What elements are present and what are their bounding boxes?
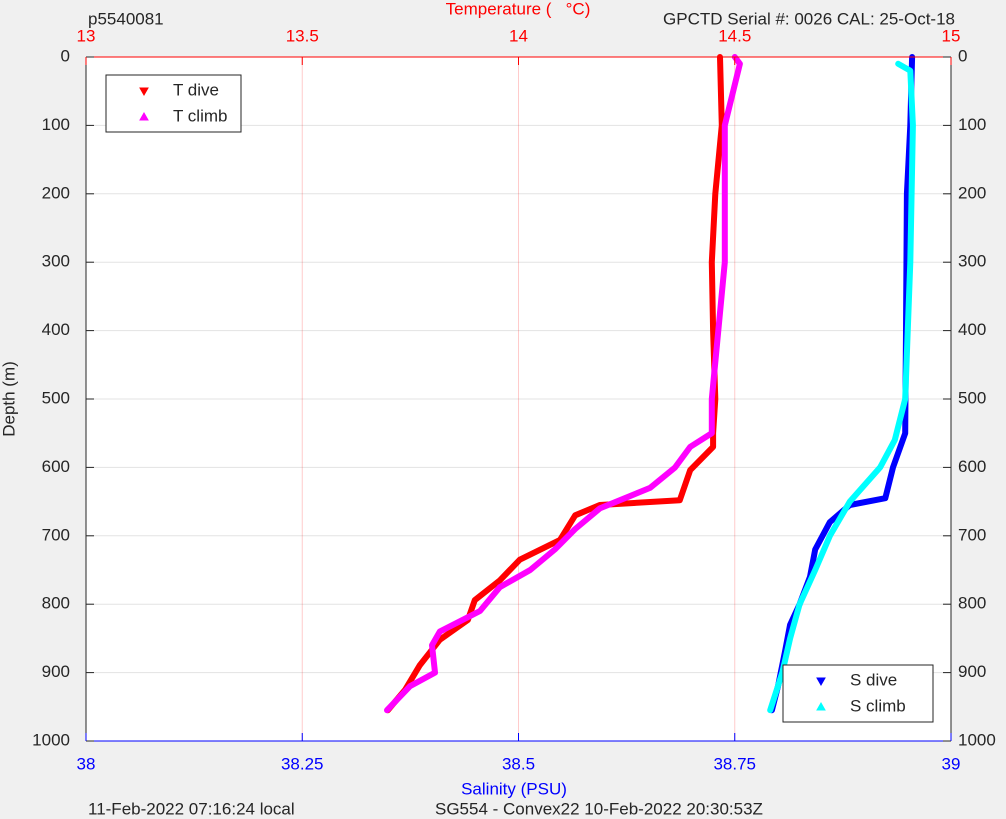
profile-line — [767, 60, 916, 714]
bottom-axis-title: Salinity (PSU) — [461, 779, 567, 798]
y-tick-label-right: 200 — [958, 183, 986, 202]
x2-tick-label: 13.5 — [286, 26, 319, 45]
y-tick-label: 800 — [42, 594, 70, 613]
y-tick-label-right: 700 — [958, 525, 986, 544]
y-tick-label: 200 — [42, 183, 70, 202]
y-tick-label-right: 1000 — [958, 730, 996, 749]
y-tick-label: 400 — [42, 320, 70, 339]
legend-box — [105, 74, 242, 133]
y-tick-label: 700 — [42, 525, 70, 544]
legend-label: S climb — [850, 696, 906, 715]
y-tick-label-right: 300 — [958, 252, 986, 271]
serial-label: GPCTD Serial #: 0026 CAL: 25-Oct-18 — [663, 9, 955, 28]
y-tick-label-right: 900 — [958, 662, 986, 681]
y-tick-label-right: 800 — [958, 594, 986, 613]
y-tick-label: 0 — [61, 46, 70, 65]
legend-marker — [139, 111, 149, 121]
y-tick-label: 500 — [42, 388, 70, 407]
y-tick-label: 100 — [42, 115, 70, 134]
x2-tick-label: 14 — [509, 26, 528, 45]
x-tick-label: 38.75 — [713, 754, 756, 773]
legend-label: T climb — [173, 106, 227, 125]
y-tick-label: 1000 — [32, 730, 70, 749]
x-tick-label: 38.5 — [502, 754, 535, 773]
y-tick-label-right: 500 — [958, 388, 986, 407]
y-tick-label-right: 600 — [958, 457, 986, 476]
x-tick-label: 38.25 — [281, 754, 324, 773]
y-axis-title: Depth (m) — [0, 361, 18, 437]
x-tick-label: 39 — [942, 754, 961, 773]
x2-tick-label: 15 — [942, 26, 961, 45]
legend-marker — [816, 701, 826, 711]
y-tick-label: 300 — [42, 252, 70, 271]
y-tick-label: 900 — [42, 662, 70, 681]
y-tick-label-right: 0 — [958, 46, 967, 65]
legend-marker — [816, 677, 826, 687]
legend-marker — [139, 87, 149, 97]
x-tick-label: 38 — [77, 754, 96, 773]
x2-tick-label: 14.5 — [718, 26, 751, 45]
profile-line — [384, 54, 743, 714]
legend-label: T dive — [173, 80, 219, 99]
y-tick-label: 600 — [42, 457, 70, 476]
y-tick-label-right: 400 — [958, 320, 986, 339]
legend-box — [782, 664, 934, 723]
y-tick-label-right: 100 — [958, 115, 986, 134]
legend-label: S dive — [850, 670, 897, 689]
profile-id: p5540081 — [88, 9, 164, 28]
x2-tick-label: 13 — [77, 26, 96, 45]
top-axis-title: Temperature ( °C) — [446, 0, 591, 18]
footer-left: 11-Feb-2022 07:16:24 local — [88, 799, 295, 818]
footer-right: SG554 - Convex22 10-Feb-2022 20:30:53Z — [435, 799, 763, 818]
profile-line — [384, 54, 725, 714]
